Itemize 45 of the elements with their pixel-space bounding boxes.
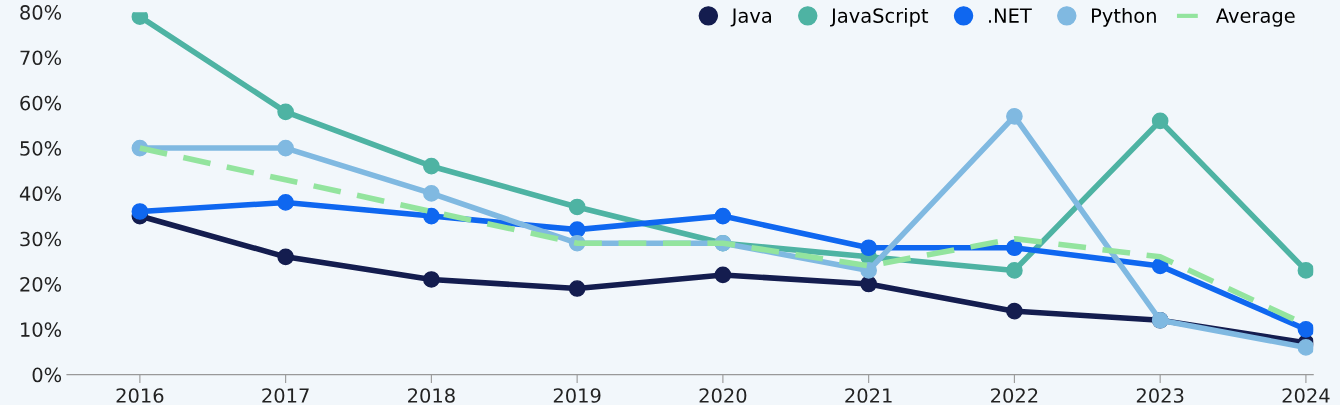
point xyxy=(277,139,294,157)
point xyxy=(568,198,586,216)
point xyxy=(423,157,440,175)
point xyxy=(568,280,586,297)
x-tick-label: 2019 xyxy=(553,388,601,403)
x-tick-label: 2021 xyxy=(845,388,892,403)
point xyxy=(1297,339,1314,356)
legend-label: Java xyxy=(730,8,771,27)
legend-label: .NET xyxy=(988,8,1032,23)
y-tick-label: 50% xyxy=(20,141,62,156)
point xyxy=(714,207,732,225)
point xyxy=(1006,262,1023,279)
x-tick-label: 2018 xyxy=(408,388,455,403)
x-tick-label: 2020 xyxy=(699,388,747,403)
y-tick-label: 20% xyxy=(20,276,62,292)
legend-label: Python xyxy=(1092,7,1156,27)
legend-label: Average xyxy=(1216,8,1295,27)
point xyxy=(1151,112,1169,130)
point xyxy=(277,248,294,266)
x-tick-label: 2024 xyxy=(1282,388,1330,403)
legend-label: JavaScript xyxy=(830,7,929,27)
point xyxy=(1006,239,1023,257)
y-tick-label: 0% xyxy=(32,367,62,383)
point xyxy=(423,185,440,202)
point xyxy=(131,203,149,220)
y-tick-label: 10% xyxy=(21,322,62,337)
point xyxy=(277,103,294,121)
y-tick-label: 40% xyxy=(19,186,62,202)
y-tick-label: 30% xyxy=(20,231,62,247)
point xyxy=(1297,320,1314,338)
x-tick-label: 2016 xyxy=(116,388,164,403)
x-tick-label: 2023 xyxy=(1136,388,1184,403)
y-tick-label: 70% xyxy=(20,50,62,66)
y-tick-label: 80% xyxy=(20,5,62,20)
x-tick-label: 2022 xyxy=(991,388,1038,403)
point xyxy=(1006,302,1023,320)
point xyxy=(860,239,877,257)
point xyxy=(423,271,440,288)
point xyxy=(423,207,440,225)
point xyxy=(1006,108,1023,125)
point xyxy=(714,266,732,284)
x-tick-label: 2017 xyxy=(262,388,309,403)
y-tick-label: 60% xyxy=(20,95,62,111)
point xyxy=(1297,262,1314,279)
point xyxy=(277,194,294,211)
